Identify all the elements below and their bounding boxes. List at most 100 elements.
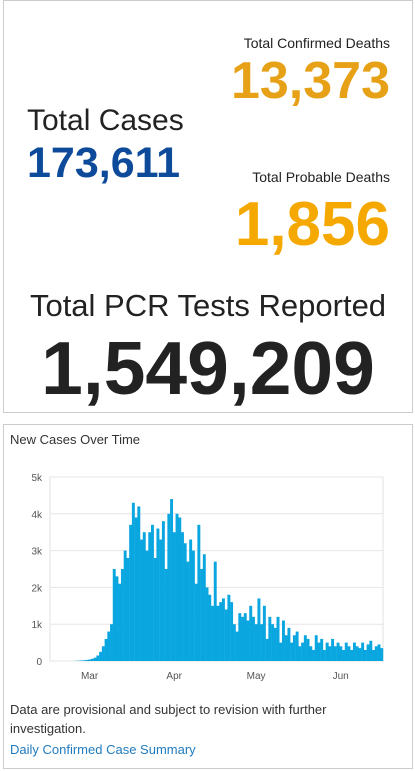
bar [312,649,315,661]
bar [355,646,359,661]
bar [186,561,190,661]
bar [303,635,307,661]
bar [380,648,384,661]
summary-link[interactable]: Daily Confirmed Case Summary [10,742,196,757]
y-tick-label: 5k [31,473,43,484]
bar [82,660,86,661]
bar [246,620,250,661]
bar [290,642,294,661]
bar [227,594,231,661]
bar [377,644,381,661]
stat-value: 1,549,209 [41,326,375,410]
bar [170,499,174,661]
bar [301,642,305,661]
bar [230,602,234,661]
bar [262,605,266,661]
bar [292,635,296,661]
stat-value: 173,611 [27,139,180,187]
bar [153,557,157,661]
bar [339,646,343,661]
bar [320,638,324,661]
bar [221,598,225,661]
bar [183,543,187,661]
bar [361,642,365,661]
bar [205,587,209,661]
bar [115,576,119,661]
bar [202,554,206,661]
bar [328,646,332,661]
bar [352,642,356,661]
bar [369,640,373,661]
bar [120,569,124,661]
bar [211,605,214,661]
bar [142,532,146,661]
bar [287,627,291,661]
bar [232,624,236,661]
bar [273,627,277,661]
bar [88,659,92,661]
bar [181,532,184,661]
bar [159,539,163,661]
bar [99,651,103,661]
bar [126,557,130,661]
y-tick-label: 1k [31,620,43,631]
bar [85,659,89,661]
bar [112,569,116,661]
bar [178,517,182,661]
bar [257,598,261,661]
bar [251,616,255,661]
bar [172,532,176,661]
bar [118,583,122,661]
bar [208,594,212,661]
chart-title: New Cases Over Time [10,432,140,447]
bar [189,539,193,661]
bar [347,646,351,661]
bar [148,532,152,661]
bar [238,613,242,661]
bar [331,638,335,661]
bar [191,550,195,661]
bar [342,649,345,661]
chart: 0 1k 2k 3k 4k 5k Mar Apr May Jun [31,473,384,682]
bar [129,524,133,661]
bar [241,616,244,661]
bar [175,513,179,661]
bar [336,642,340,661]
bar [156,528,160,661]
bar [164,569,168,661]
bar [271,624,275,661]
bar [344,642,348,661]
bar [140,539,144,661]
bar [197,524,201,661]
y-tick-label: 0 [36,657,42,668]
bar [265,638,269,661]
bar [254,624,258,661]
bar [216,605,220,661]
bar [243,613,247,661]
bar [137,506,141,661]
bar [374,646,378,661]
bar [372,649,376,661]
bar [123,550,127,661]
bar [325,642,329,661]
stat-value: 1,856 [235,190,390,259]
footnote: Data are provisional and subject to revi… [10,702,327,736]
bar [249,605,253,661]
x-tick-label: Apr [166,671,182,682]
bar [363,649,367,661]
bar [282,620,285,661]
bar [314,635,318,661]
bar [284,635,288,661]
bar [131,502,135,661]
bar [150,524,154,661]
bar [268,616,272,661]
bar [279,642,283,661]
bar [306,638,310,661]
bar [200,569,204,661]
stats-panel [3,0,413,413]
bar [322,649,326,661]
bar [235,631,239,661]
bar [161,521,165,661]
